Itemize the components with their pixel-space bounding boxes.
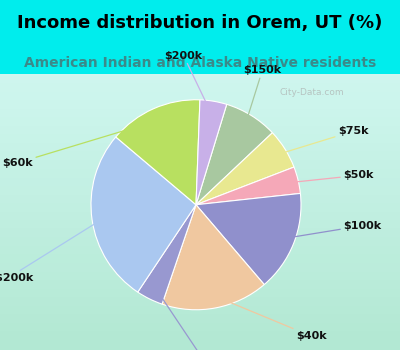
Wedge shape [116, 100, 200, 205]
Wedge shape [196, 100, 227, 205]
Text: $50k: $50k [288, 170, 373, 183]
Wedge shape [196, 194, 301, 285]
Wedge shape [91, 137, 196, 292]
Text: $40k: $40k [216, 296, 326, 341]
Text: $100k: $100k [285, 221, 381, 238]
Wedge shape [162, 205, 264, 310]
Text: City-Data.com: City-Data.com [280, 88, 344, 97]
Text: Income distribution in Orem, UT (%): Income distribution in Orem, UT (%) [17, 14, 383, 32]
Text: $200k: $200k [164, 51, 210, 111]
Text: $60k: $60k [3, 121, 156, 168]
Text: $150k: $150k [243, 65, 281, 124]
Text: $20k: $20k [157, 290, 222, 350]
Wedge shape [196, 104, 272, 205]
Wedge shape [196, 133, 294, 205]
Text: $75k: $75k [277, 126, 368, 155]
Wedge shape [138, 205, 196, 304]
Text: > $200k: > $200k [0, 219, 102, 283]
Text: American Indian and Alaska Native residents: American Indian and Alaska Native reside… [24, 56, 376, 70]
Wedge shape [196, 167, 300, 205]
